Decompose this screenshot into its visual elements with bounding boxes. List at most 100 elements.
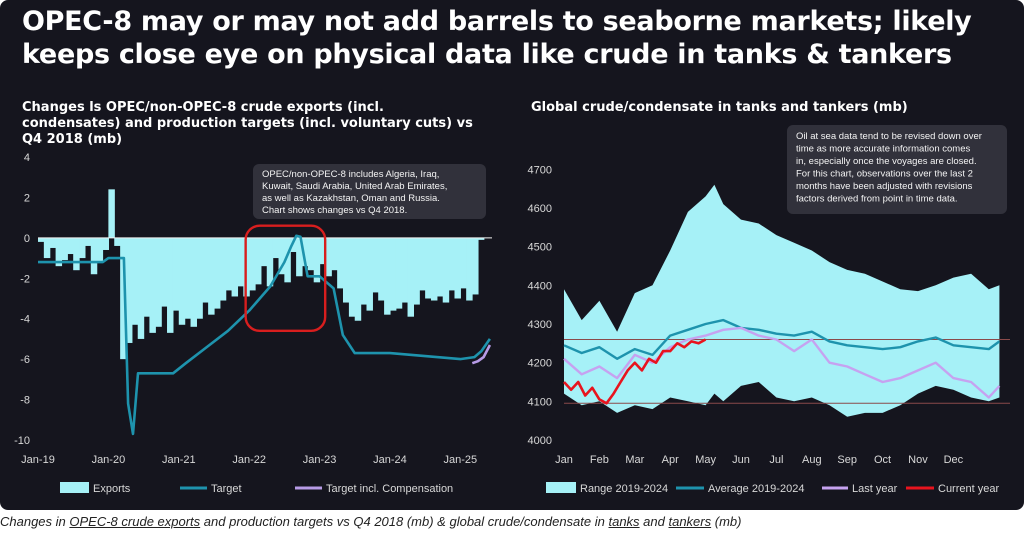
left-x-tick-label: Jan-19 [21, 454, 55, 466]
left-annotation-line: Chart shows changes vs Q4 2018. [262, 205, 407, 216]
right-annotation-line: months have been adjusted with revisions [796, 181, 973, 192]
exports-bar [155, 237, 162, 327]
exports-bar [114, 237, 121, 246]
exports-bar [79, 237, 86, 259]
exports-bar [366, 237, 373, 311]
exports-bar [389, 237, 397, 311]
target-line [38, 234, 491, 436]
right-x-tick-label: Aug [802, 454, 822, 466]
exports-bar [184, 237, 192, 319]
right-x-tick-label: May [695, 454, 716, 466]
exports-bar [372, 237, 379, 293]
exports-bar [249, 237, 256, 291]
current-year-legend-label: Current year [938, 483, 999, 495]
exports-bar [319, 237, 327, 265]
left-y-tick-label: 0 [24, 233, 30, 245]
left-y-tick-label: -6 [20, 354, 30, 366]
exports-bar [278, 237, 285, 275]
caption-link-tanks[interactable]: tanks [608, 514, 640, 529]
exports-bar [49, 237, 57, 248]
average-line [563, 318, 1001, 360]
exports-bar [354, 237, 362, 321]
left-chart-title-line: Changes ls OPEC/non-OPEC-8 crude exports… [22, 100, 384, 115]
right-y-tick-label: 4500 [528, 242, 552, 254]
right-x-tick-label: Jul [769, 454, 783, 466]
caption-link-opec8-exports[interactable]: OPEC-8 crude exports [69, 514, 201, 529]
left-y-tick-label: -4 [20, 314, 30, 326]
caption-text: and production targets vs Q4 2018 (mb) &… [200, 514, 609, 529]
exports-bar [378, 237, 385, 301]
exports-bar [90, 237, 98, 275]
exports-bar [348, 237, 356, 317]
left-annotation-line: Kuwait, Saudi Arabia, United Arab Emirat… [262, 181, 447, 192]
left-annotation-line: OPEC/non-OPEC-8 includes Algeria, Iraq, [262, 169, 439, 180]
right-y-tick-label: 4400 [528, 280, 552, 292]
exports-bar [108, 189, 115, 238]
exports-legend-swatch [60, 482, 89, 493]
exports-bar [296, 237, 303, 277]
exports-bar [413, 237, 420, 305]
exports-bar [460, 237, 467, 289]
right-annotation-line: time as more accurate information comes [796, 144, 970, 155]
left-y-tick-label: -10 [14, 435, 30, 447]
left-x-tick-label: Jan-20 [92, 454, 126, 466]
caption-link-tankers[interactable]: tankers [668, 514, 712, 529]
right-annotation-line: For this chart, observations over the la… [796, 169, 973, 180]
range-legend-label: Range 2019-2024 [580, 483, 668, 495]
target-legend-label: Target [211, 483, 242, 495]
left-x-tick-label: Jan-22 [232, 454, 266, 466]
right-y-tick-label: 4600 [528, 203, 552, 215]
right-y-tick-label: 4700 [528, 164, 552, 176]
right-annotation-line: Oil at sea data tend to be revised down … [796, 131, 982, 142]
left-x-tick-label: Jan-24 [373, 454, 407, 466]
exports-bar [266, 237, 274, 287]
exports-bar [167, 237, 174, 333]
exports-bar [307, 237, 315, 271]
right-x-tick-label: Dec [944, 454, 964, 466]
exports-bar [96, 237, 104, 263]
left-y-tick-label: 2 [24, 192, 30, 204]
exports-bar [55, 237, 63, 267]
left-x-tick-label: Jan-23 [303, 454, 337, 466]
highlight-box [244, 224, 327, 333]
exports-bar [120, 237, 127, 360]
right-x-tick-label: Nov [908, 454, 928, 466]
exports-bar [255, 237, 262, 285]
right-x-tick-label: Oct [874, 454, 891, 466]
exports-bar [395, 237, 403, 309]
right-y-tick-label: 4000 [528, 435, 552, 447]
exports-bar [272, 237, 280, 259]
exports-bar [331, 237, 338, 271]
exports-bar [219, 237, 227, 301]
last-year-line [563, 326, 1001, 399]
exports-bar [448, 237, 456, 291]
exports-bar [178, 237, 186, 325]
exports-bar [43, 237, 51, 259]
left-annotation-box [253, 164, 486, 219]
average-legend-label: Average 2019-2024 [708, 483, 804, 495]
range-legend-swatch [546, 482, 576, 493]
right-y-tick-label: 4200 [528, 358, 552, 370]
exports-bar [436, 237, 444, 297]
exports-bar [213, 237, 221, 309]
exports-bar [384, 237, 391, 315]
exports-legend-label: Exports [93, 483, 131, 495]
caption-text: Changes in [0, 514, 70, 529]
right-x-tick-label: Apr [662, 454, 679, 466]
caption-text: and [639, 514, 669, 529]
exports-bar [202, 237, 209, 303]
exports-bar [237, 237, 244, 287]
exports-bar [290, 237, 297, 253]
exports-bar [301, 237, 309, 267]
last-year-legend-label: Last year [852, 483, 898, 495]
exports-bar [260, 237, 268, 267]
right-chart-title: Global crude/condensate in tanks and tan… [531, 100, 908, 115]
exports-bar [401, 237, 409, 303]
figure-caption: Changes in OPEC-8 crude exports and prod… [0, 514, 1024, 529]
left-annotation-line: as well as Kazakhstan, Oman and Russia. [262, 193, 440, 204]
exports-bar [161, 237, 168, 307]
right-x-tick-label: Mar [625, 454, 644, 466]
exports-bar [430, 237, 438, 301]
exports-bar [131, 237, 139, 325]
exports-bar [38, 237, 45, 242]
